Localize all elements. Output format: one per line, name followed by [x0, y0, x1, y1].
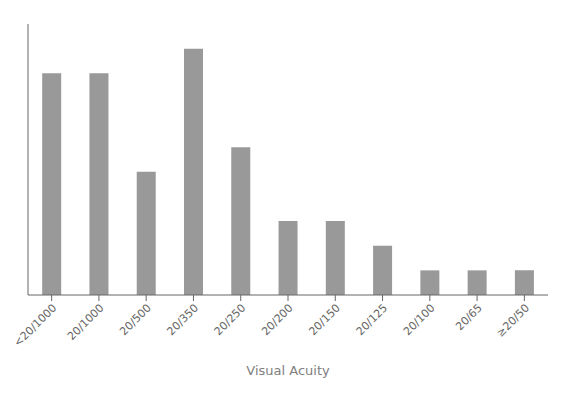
- svg-text:20/500: 20/500: [117, 301, 154, 338]
- svg-text:20/250: 20/250: [212, 301, 249, 338]
- svg-text:20/150: 20/150: [306, 301, 343, 338]
- svg-text:Visual Acuity: Visual Acuity: [246, 363, 330, 378]
- svg-text:20/1000: 20/1000: [65, 301, 107, 343]
- svg-text:20/200: 20/200: [259, 301, 296, 338]
- svg-text:20/125: 20/125: [354, 301, 391, 338]
- svg-text:<20/1000: <20/1000: [11, 301, 59, 349]
- svg-text:20/100: 20/100: [401, 301, 438, 338]
- svg-text:20/65: 20/65: [453, 301, 485, 333]
- svg-text:20/350: 20/350: [165, 301, 202, 338]
- svg-text:≥20/50: ≥20/50: [494, 301, 532, 339]
